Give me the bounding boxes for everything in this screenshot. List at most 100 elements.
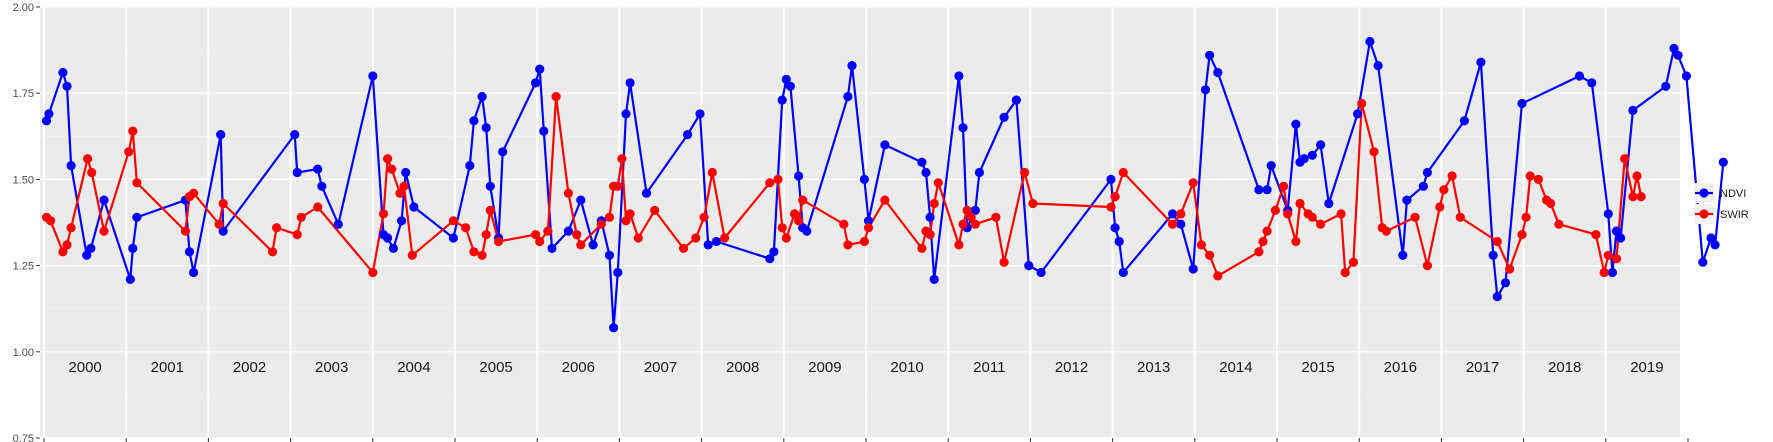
ndvi-point (621, 109, 631, 119)
swir-point (395, 188, 405, 198)
swir-point (678, 243, 689, 253)
swir-point (214, 219, 224, 229)
swir-point (1517, 230, 1527, 240)
swir-point (633, 233, 643, 243)
ndvi-point (917, 157, 927, 167)
ndvi-point (843, 92, 853, 102)
swir-point (469, 247, 479, 257)
ndvi-point (777, 95, 787, 105)
swir-point (880, 195, 890, 205)
swir-point (925, 230, 935, 240)
swir-point (1422, 261, 1432, 271)
ndvi-point (925, 212, 935, 222)
ndvi-point (604, 250, 615, 260)
ndvi-point (1110, 223, 1120, 233)
ndvi-point (218, 226, 228, 236)
ndvi-point (563, 226, 574, 236)
swir-point (720, 233, 730, 243)
ndvi-point (588, 240, 598, 250)
swir-point (531, 230, 541, 240)
ndvi-point (1587, 78, 1597, 88)
swir-point (1348, 257, 1358, 267)
swir-point (839, 219, 849, 229)
ndvi-point (86, 243, 96, 253)
ndvi-point (1291, 119, 1301, 129)
swir-point (1020, 167, 1030, 178)
swir-point (1262, 226, 1272, 236)
ndvi-point (1673, 50, 1683, 60)
y-axis: 0.75 1.00 1.25 1.50 1.75 2.00 (13, 2, 40, 442)
ndvi-point (498, 147, 508, 157)
swir-point (650, 205, 660, 215)
swir-point (1316, 219, 1326, 229)
ndvi-point (1669, 43, 1679, 54)
ndvi-point (383, 233, 393, 243)
swir-legend-label: SWIR (1720, 209, 1749, 221)
ndvi-point (290, 130, 300, 140)
ndvi-point (1681, 71, 1691, 81)
swir-point (843, 240, 853, 250)
year-labels: 2000 2001 2002 2003 2004 2005 2006 2007 2008 2009… (68, 359, 1663, 376)
swir-point (617, 154, 627, 164)
swir-point (1279, 181, 1289, 191)
swir-point (773, 174, 783, 184)
ndvi-point (1168, 209, 1178, 219)
swir-point (99, 226, 109, 236)
ndvi-point (62, 81, 72, 91)
ndvi-point (1706, 233, 1716, 243)
swir-point (1628, 192, 1638, 202)
ndvi-point (954, 71, 964, 81)
swir-point (1381, 226, 1391, 236)
swir-point (999, 257, 1009, 267)
year-label: 2015 (1301, 359, 1334, 376)
swir-point (572, 230, 582, 240)
ndvi-point (1200, 85, 1211, 95)
swir-point (46, 216, 56, 226)
ndvi-point (184, 247, 195, 257)
swir-point (543, 226, 553, 236)
swir-point (707, 167, 717, 178)
swir-point (1603, 250, 1613, 260)
swir-point (1336, 209, 1346, 219)
swir-point (1455, 212, 1465, 222)
swir-point (535, 236, 545, 247)
swir-point (218, 198, 228, 209)
ndvi-point (1418, 181, 1428, 191)
ndvi-point (547, 243, 557, 253)
y-tick-label: 2.00 (13, 2, 34, 14)
swir-point (1213, 271, 1223, 281)
ndvi-point (765, 254, 775, 264)
ndvi-point (448, 233, 458, 243)
y-tick-label: 0.75 (13, 433, 34, 442)
swir-point (1106, 202, 1116, 212)
ndvi-point (368, 71, 378, 81)
year-label: 2003 (315, 359, 348, 376)
ndvi-point (388, 243, 398, 253)
ndvi-point (711, 236, 722, 247)
swir-point (691, 233, 701, 243)
swir-point (1554, 219, 1564, 229)
ndvi-point (1114, 236, 1124, 247)
swir-point (58, 247, 68, 257)
ndvi-point (1628, 105, 1638, 115)
ndvi-legend-point (1699, 188, 1709, 198)
swir-point (1254, 247, 1264, 257)
year-label: 2005 (479, 359, 512, 376)
year-label: 2011 (973, 359, 1005, 376)
ndvi-point (58, 67, 68, 78)
swir-point (794, 216, 804, 226)
swir-point (1357, 98, 1367, 109)
ndvi-point (609, 323, 619, 333)
ndvi-point (1373, 61, 1383, 71)
ndvi-point (1307, 150, 1317, 160)
swir-point (613, 181, 623, 191)
ndvi-point (785, 81, 796, 91)
swir-point (1505, 264, 1515, 274)
ndvi-point (625, 78, 635, 88)
swir-point (863, 223, 874, 233)
swir-point (1591, 230, 1601, 240)
ndvi-point (1324, 198, 1334, 209)
year-label: 2016 (1384, 359, 1417, 376)
swir-point (1521, 212, 1531, 222)
